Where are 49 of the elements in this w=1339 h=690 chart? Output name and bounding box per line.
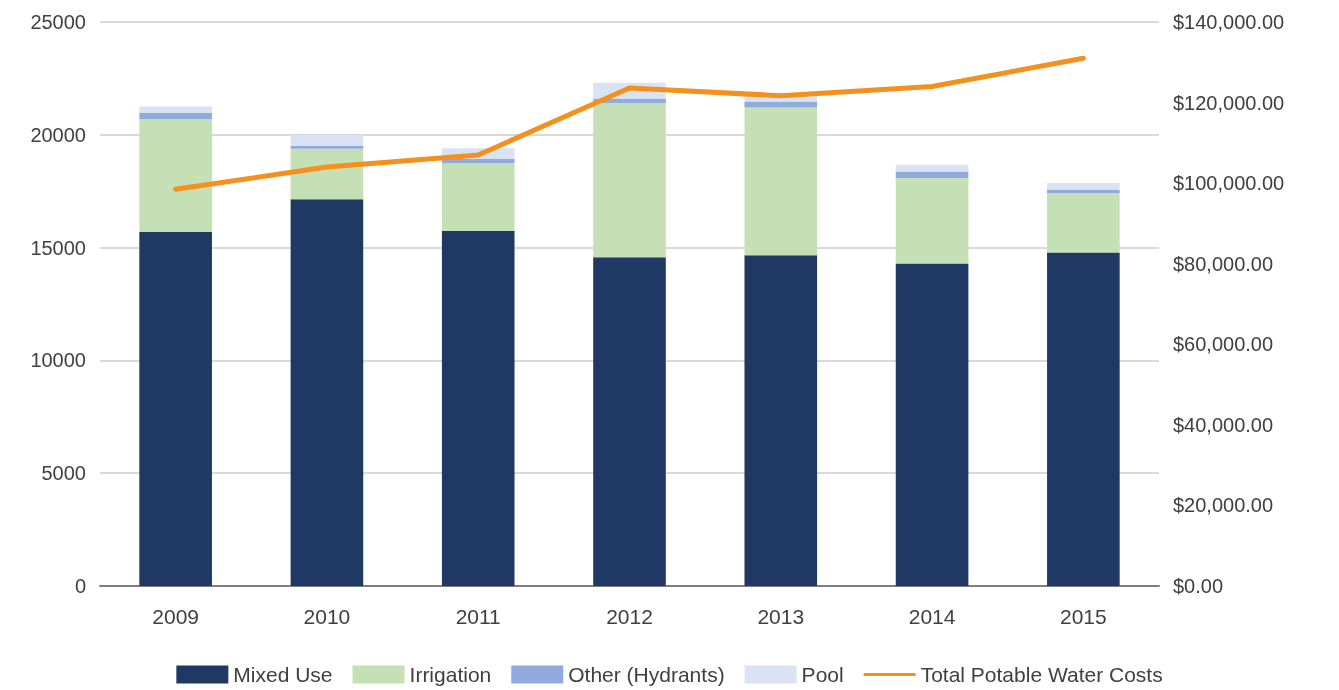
legend-label: Irrigation xyxy=(409,663,492,686)
legend-label: Pool xyxy=(801,663,844,686)
bar xyxy=(744,107,818,256)
legend-label: Total Potable Water Costs xyxy=(920,663,1163,686)
y-tick-label: 0 xyxy=(74,575,86,597)
bar xyxy=(441,230,515,586)
bar xyxy=(290,146,364,149)
y2-tick-label: $100,000.00 xyxy=(1173,172,1285,195)
y-tick-label: 25000 xyxy=(30,11,86,33)
bar xyxy=(593,103,666,258)
bar xyxy=(139,119,212,232)
bar xyxy=(441,158,515,164)
bar xyxy=(744,255,818,586)
bar xyxy=(1047,252,1120,586)
bar xyxy=(290,135,364,147)
bar xyxy=(139,112,212,120)
y2-tick-label: $140,000.00 xyxy=(1173,11,1285,33)
bar xyxy=(290,199,364,586)
y2-tick-label: $20,000.00 xyxy=(1173,494,1274,517)
bar xyxy=(139,106,212,113)
x-tick-label: 2012 xyxy=(606,605,653,628)
bar xyxy=(895,164,969,172)
bar xyxy=(895,263,969,586)
bar xyxy=(441,163,515,231)
y-tick-label: 20000 xyxy=(30,123,86,146)
bar xyxy=(895,171,969,179)
bar xyxy=(139,231,212,586)
y2-tick-label: $60,000.00 xyxy=(1173,333,1274,356)
y2-tick-label: $80,000.00 xyxy=(1173,252,1274,275)
x-tick-label: 2013 xyxy=(757,605,805,628)
y2-tick-label: $0.00 xyxy=(1173,575,1224,597)
bar xyxy=(1047,190,1120,194)
x-tick-label: 2011 xyxy=(455,605,501,628)
bar xyxy=(1047,183,1120,191)
bar xyxy=(593,257,666,586)
bar xyxy=(744,101,818,108)
x-tick-label: 2014 xyxy=(908,605,956,628)
y-tick-label: 5000 xyxy=(41,462,86,485)
bar xyxy=(1047,193,1120,253)
bar xyxy=(895,178,969,264)
y-tick-label: 10000 xyxy=(30,349,86,372)
x-tick-label: 2010 xyxy=(303,605,351,628)
x-tick-label: 2009 xyxy=(152,605,199,628)
legend-label: Mixed Use xyxy=(233,663,333,686)
y2-tick-label: $120,000.00 xyxy=(1173,91,1285,114)
x-tick-label: 2015 xyxy=(1060,605,1107,628)
y2-tick-label: $40,000.00 xyxy=(1173,413,1274,436)
y-tick-label: 15000 xyxy=(30,236,86,259)
legend-label: Other (Hydrants) xyxy=(568,663,725,686)
